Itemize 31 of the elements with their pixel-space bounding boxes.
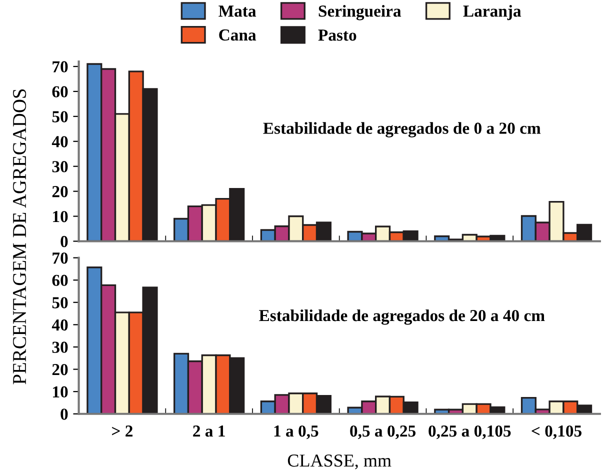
legend-label: Mata — [218, 6, 256, 17]
x-tick-label: < 0,105 — [532, 425, 582, 440]
legend-label: Laranja — [463, 4, 522, 20]
y-tick-label: 60 — [52, 274, 68, 286]
legend-label: Pasto — [318, 30, 356, 41]
y-tick-label: 70 — [52, 61, 68, 72]
x-axis-title: CLASSE, mm — [288, 454, 392, 470]
y-axis-title: PERCENTAGEM DE AGREGADOS — [13, 89, 26, 384]
y-tick-label: 0 — [60, 236, 68, 248]
y-tick-label: 0 — [60, 408, 68, 420]
annotation: Estabilidade de agregados de 20 a 40 cm — [259, 309, 545, 325]
legend-label: Seringueira — [318, 4, 402, 20]
y-tick-label: 50 — [52, 111, 68, 122]
y-tick-label: 30 — [52, 161, 68, 172]
y-tick-label: 40 — [52, 136, 68, 148]
y-tick-label: 20 — [52, 364, 68, 376]
x-tick-label: 0,25 a 0,105 — [428, 425, 511, 440]
y-tick-label: 40 — [52, 319, 68, 331]
x-tick-label: > 2 — [112, 426, 132, 437]
y-tick-label: 50 — [52, 297, 68, 308]
x-tick-label: 2 a 1 — [193, 426, 225, 437]
annotation: Estabilidade de agregados de 0 a 20 cm — [263, 122, 541, 138]
y-tick-label: 10 — [53, 386, 68, 398]
y-tick-label: 20 — [52, 186, 68, 198]
x-tick-label: 1 a 0,5 — [274, 425, 318, 440]
y-tick-label: 10 — [53, 210, 68, 222]
y-tick-label: 60 — [52, 86, 68, 98]
x-tick-label: 0,5 a 0,25 — [350, 425, 416, 440]
y-tick-label: 70 — [52, 252, 68, 264]
y-tick-label: 30 — [52, 342, 68, 353]
legend-label: Cana — [219, 29, 256, 41]
